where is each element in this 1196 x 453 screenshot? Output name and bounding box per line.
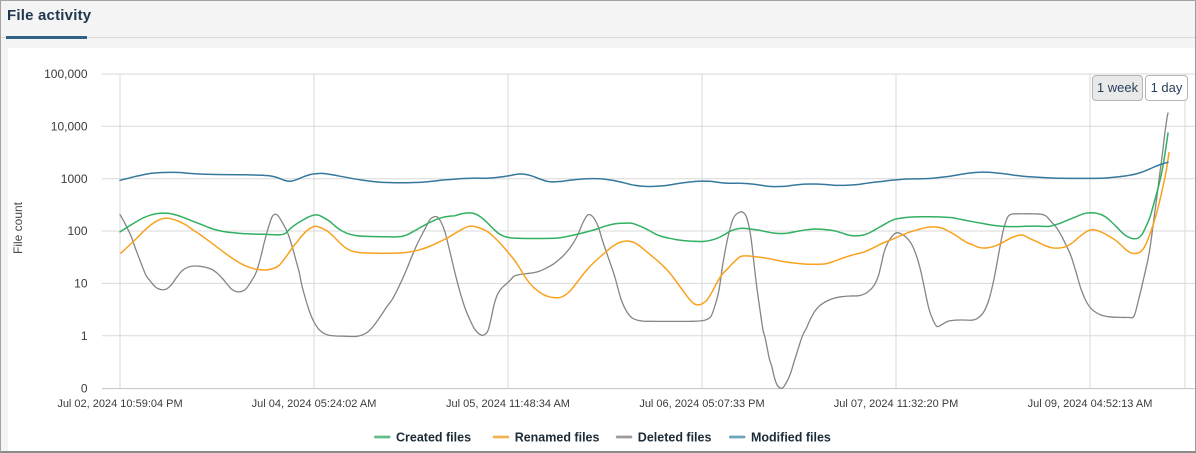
- svg-text:1: 1: [81, 329, 88, 343]
- svg-text:Jul 06, 2024 05:07:33 PM: Jul 06, 2024 05:07:33 PM: [639, 398, 764, 410]
- svg-text:10,000: 10,000: [51, 120, 88, 134]
- svg-text:Created files: Created files: [396, 431, 471, 445]
- svg-text:Jul 07, 2024 11:32:20 PM: Jul 07, 2024 11:32:20 PM: [834, 398, 959, 410]
- svg-text:Renamed files: Renamed files: [515, 431, 600, 445]
- svg-text:0: 0: [81, 381, 88, 395]
- svg-text:Jul 04, 2024 05:24:02 AM: Jul 04, 2024 05:24:02 AM: [252, 398, 377, 410]
- svg-text:10: 10: [74, 277, 88, 291]
- svg-text:Jul 02, 2024 10:59:04 PM: Jul 02, 2024 10:59:04 PM: [57, 398, 182, 410]
- svg-text:Modified files: Modified files: [751, 431, 831, 445]
- svg-text:100: 100: [67, 224, 87, 238]
- svg-text:1000: 1000: [61, 172, 88, 186]
- svg-text:Jul 09, 2024 04:52:13 AM: Jul 09, 2024 04:52:13 AM: [1028, 398, 1153, 410]
- svg-text:Jul 05, 2024 11:48:34 AM: Jul 05, 2024 11:48:34 AM: [446, 398, 570, 410]
- svg-text:100,000: 100,000: [44, 67, 88, 81]
- svg-text:Deleted files: Deleted files: [638, 431, 712, 445]
- svg-text:File count: File count: [11, 201, 25, 254]
